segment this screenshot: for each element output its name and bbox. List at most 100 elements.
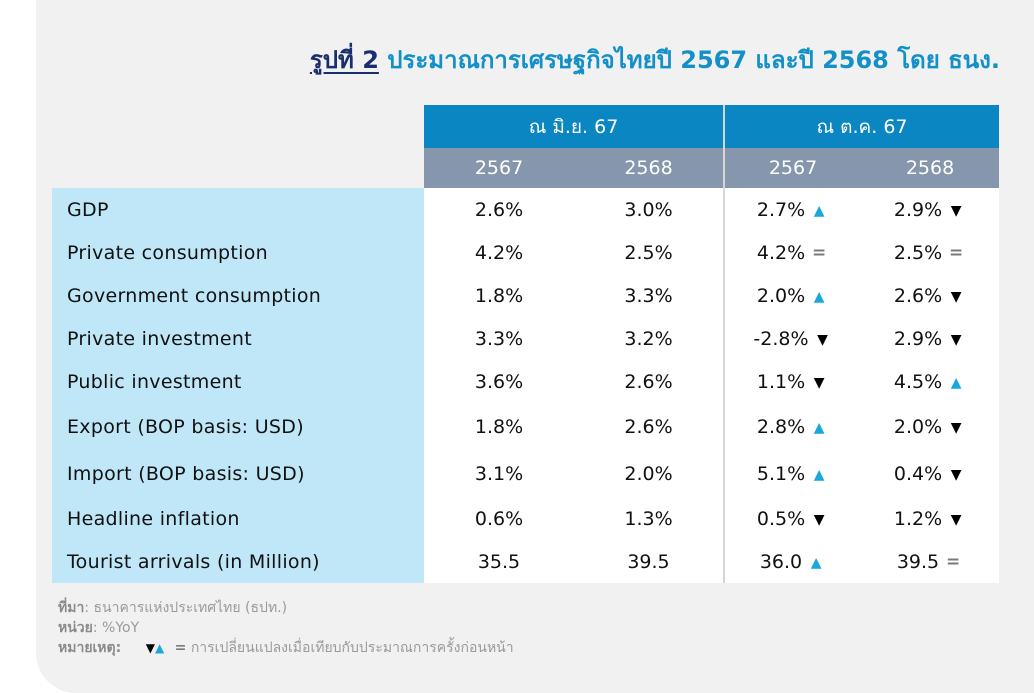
year-header-oct-2567: 2567 [723, 148, 861, 188]
cell-value: 0.6% [474, 507, 524, 530]
cell-oct-2568: 4.5% ▲ [861, 360, 1000, 403]
unit-note: หน่วย: %YoY [58, 618, 514, 638]
table-row: Private investment 3.3% 3.2% -2.8% ▼ 2.9% ▼ [52, 317, 1000, 360]
row-label: Private consumption [52, 231, 424, 274]
down-arrow-icon: ▼ [813, 374, 825, 391]
cell-value: 5.1% [756, 462, 806, 485]
group-header-oct: ณ ต.ค. 67 [722, 105, 1000, 148]
cell-jun-2567: 3.3% [424, 317, 574, 360]
cell-value: 2.7% [756, 198, 806, 221]
cell-value: 36.0 [759, 550, 803, 573]
up-arrow-icon: ▲ [813, 288, 825, 305]
table-row: Public investment 3.6% 2.6% 1.1% ▼ 4.5% ▲ [52, 360, 1000, 403]
source-note: ที่มา: ธนาคารแห่งประเทศไทย (ธปท.) [58, 598, 514, 618]
cell-value: 3.2% [624, 327, 673, 350]
cell-value: 2.9% [893, 327, 943, 350]
row-label: Public investment [52, 360, 424, 403]
cell-jun-2568: 39.5 [574, 540, 724, 583]
year-header-jun-2568: 2568 [574, 148, 724, 188]
table-row: Tourist arrivals (in Million) 35.5 39.5 36.… [52, 540, 1000, 583]
cell-value: 2.5% [893, 241, 943, 264]
cell-jun-2568: 2.5% [574, 231, 724, 274]
up-arrow-icon: ▲ [813, 419, 825, 436]
table-row: Government consumption 1.8% 3.3% 2.0% ▲ 2.6% ▼ [52, 274, 1000, 317]
cell-value: 2.6% [474, 198, 524, 221]
cell-oct-2567: -2.8% ▼ [723, 317, 861, 360]
source-label: ที่มา [58, 600, 85, 616]
cell-value: 35.5 [477, 550, 521, 573]
cell-jun-2568: 2.0% [574, 450, 724, 497]
header-blank [52, 105, 424, 148]
up-arrow-icon: ▲ [813, 466, 825, 483]
cell-jun-2568: 3.2% [574, 317, 724, 360]
cell-oct-2567: 36.0 ▲ [723, 540, 861, 583]
cell-oct-2568: 2.0% ▼ [861, 403, 1000, 450]
forecast-table: ณ มิ.ย. 67 ณ ต.ค. 67 2567 2568 2567 2568… [52, 105, 1000, 583]
cell-oct-2568: 2.9% ▼ [861, 317, 1000, 360]
cell-value: 4.5% [893, 370, 943, 393]
unit-label: หน่วย [58, 620, 93, 636]
down-arrow-icon: ▼ [950, 288, 962, 305]
legend-symbols: ▼▲ = [146, 638, 187, 658]
figure-main-title: ประมาณการเศรษฐกิจไทยปี 2567 และปี 2568 โ… [387, 46, 1000, 74]
source-text: : ธนาคารแห่งประเทศไทย (ธปท.) [84, 600, 288, 616]
year-header-jun-2567: 2567 [424, 148, 574, 188]
cell-value: 1.2% [893, 507, 943, 530]
cell-value: 2.5% [624, 241, 673, 264]
cell-oct-2567: 1.1% ▼ [723, 360, 861, 403]
cell-oct-2568: 2.5% = [861, 231, 1000, 274]
down-arrow-icon: ▼ [950, 419, 962, 436]
cell-oct-2567: 4.2% = [723, 231, 861, 274]
remark-note: หมายเหตุ: ▼▲ = การเปลี่ยนแปลงเมื่อเทียบก… [58, 638, 514, 658]
cell-jun-2567: 4.2% [424, 231, 574, 274]
cell-value: 2.6% [624, 415, 673, 438]
down-arrow-icon: ▼ [813, 511, 825, 528]
down-arrow-icon: ▼ [950, 511, 962, 528]
cell-jun-2567: 1.8% [424, 274, 574, 317]
cell-value: 39.5 [896, 550, 940, 573]
row-label: GDP [52, 188, 424, 231]
cell-oct-2568: 0.4% ▼ [861, 450, 1000, 497]
row-label: Headline inflation [52, 497, 424, 540]
cell-value: 2.0% [893, 415, 943, 438]
cell-value: 3.3% [624, 284, 673, 307]
cell-jun-2567: 2.6% [424, 188, 574, 231]
table-row: Headline inflation 0.6% 1.3% 0.5% ▼ 1.2% ▼ [52, 497, 1000, 540]
row-label: Government consumption [52, 274, 424, 317]
equal-icon: = [812, 242, 827, 263]
cell-value: 2.0% [756, 284, 806, 307]
cell-jun-2568: 2.6% [574, 360, 724, 403]
up-arrow-icon: ▲ [813, 202, 825, 219]
equal-icon: = [946, 551, 961, 572]
cell-jun-2567: 3.6% [424, 360, 574, 403]
year-header-oct-2568: 2568 [861, 148, 1000, 188]
up-arrow-icon: ▲ [810, 554, 822, 571]
cell-value: 2.8% [756, 415, 806, 438]
cell-oct-2567: 2.0% ▲ [723, 274, 861, 317]
row-label: Tourist arrivals (in Million) [52, 540, 424, 583]
down-arrow-icon: ▼ [950, 331, 962, 348]
cell-jun-2567: 0.6% [424, 497, 574, 540]
table-row: Import (BOP basis: USD) 3.1% 2.0% 5.1% ▲ 0.4%… [52, 450, 1000, 497]
table-row: GDP 2.6% 3.0% 2.7% ▲ 2.9% ▼ [52, 188, 1000, 231]
figure-title: รูปที่ 2 ประมาณการเศรษฐกิจไทยปี 2567 และ… [310, 40, 1000, 79]
cell-jun-2567: 1.8% [424, 403, 574, 450]
cell-oct-2567: 5.1% ▲ [723, 450, 861, 497]
cell-value: 3.0% [624, 198, 673, 221]
cell-value: 1.8% [474, 284, 524, 307]
cell-value: 1.3% [624, 507, 673, 530]
cell-value: -2.8% [753, 327, 809, 350]
table-row: Export (BOP basis: USD) 1.8% 2.6% 2.8% ▲ 2.0%… [52, 403, 1000, 450]
down-arrow-icon: ▼ [817, 331, 828, 348]
cell-value: 3.1% [474, 462, 524, 485]
table-body: GDP 2.6% 3.0% 2.7% ▲ 2.9% ▼ Private consumption… [52, 188, 1000, 583]
cell-oct-2568: 1.2% ▼ [861, 497, 1000, 540]
cell-oct-2567: 2.8% ▲ [723, 403, 861, 450]
cell-value: 4.2% [756, 241, 806, 264]
cell-oct-2568: 39.5 = [861, 540, 1000, 583]
row-label: Import (BOP basis: USD) [52, 450, 424, 497]
row-label: Export (BOP basis: USD) [52, 403, 424, 450]
cell-jun-2567: 35.5 [424, 540, 574, 583]
cell-oct-2568: 2.9% ▼ [861, 188, 1000, 231]
cell-value: 4.2% [474, 241, 524, 264]
